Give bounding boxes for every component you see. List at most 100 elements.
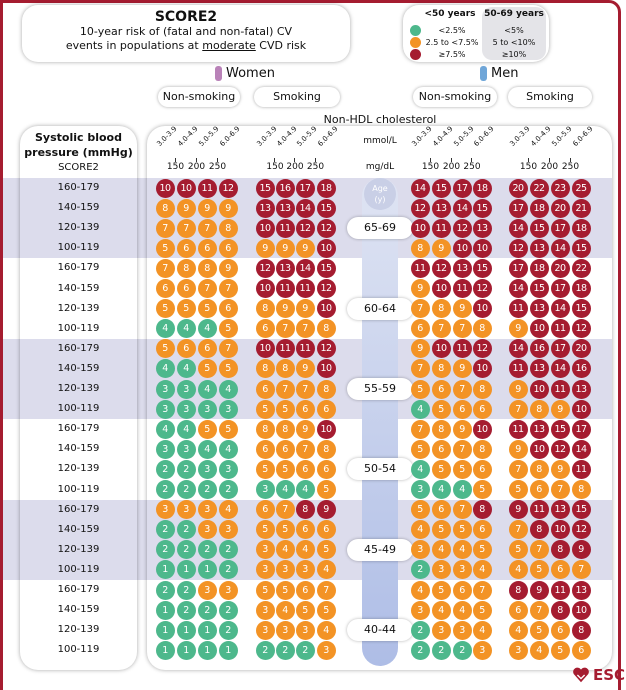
women-smoking-risk-cell: 10 — [316, 419, 336, 439]
men-non-smoking-risk-cell: 2 — [410, 620, 430, 640]
women-non-smoking-mgdl-tick: 200 — [185, 158, 209, 172]
men-non-smoking-risk-cell: 15 — [472, 258, 492, 278]
women-non-smoking-risk-cell: 2 — [176, 540, 196, 560]
women-non-smoking-risk-cell: 8 — [155, 198, 175, 218]
women-smoking-risk-cell: 15 — [316, 198, 336, 218]
men-smoking-risk-cell: 15 — [550, 419, 570, 439]
women-smoking-risk-cell: 13 — [255, 198, 275, 218]
men-non-smoking-risk-cell: 5 — [431, 459, 451, 479]
women-non-smoking-risk-cell: 1 — [155, 620, 175, 640]
women-smoking-risk-cell: 9 — [255, 238, 275, 258]
men-smoking-risk-cell: 6 — [529, 480, 549, 499]
men-non-smoking-risk-cell: 10 — [472, 419, 492, 439]
men-label: Men — [491, 66, 519, 81]
women-non-smoking-risk-cell: 6 — [176, 279, 196, 298]
men-smoking-risk-cell: 9 — [508, 379, 528, 399]
women-smoking-risk-cell: 6 — [316, 520, 336, 540]
legend-header-50-69: 50-69 years — [484, 9, 544, 19]
women-smoking-risk-cell: 6 — [295, 459, 315, 479]
women-smoking-risk-cell: 5 — [275, 580, 295, 600]
sbp-row-label: 120-139 — [57, 302, 100, 314]
men-non-smoking-risk-cell: 9 — [452, 359, 472, 379]
men-non-smoking-risk-cell: 10 — [431, 339, 451, 359]
women-smoking-risk-cell: 8 — [255, 359, 275, 379]
men-smoking-risk-cell: 4 — [508, 560, 528, 580]
women-smoking-risk-cell: 6 — [255, 500, 275, 520]
women-non-smoking-risk-cell: 12 — [218, 178, 238, 198]
men-smoking-risk-cell: 9 — [550, 459, 570, 479]
men-non-smoking-risk-cell: 4 — [452, 480, 472, 499]
chart-title: SCORE2 — [154, 9, 218, 25]
sbp-row-label: 160-179 — [57, 262, 100, 274]
women-smoking-risk-cell: 15 — [255, 178, 275, 198]
men-non-smoking-mgdl-tick: 200 — [440, 158, 464, 172]
women-non-smoking-risk-cell: 3 — [197, 459, 217, 479]
women-non-smoking-risk-cell: 4 — [218, 439, 238, 459]
men-non-smoking-risk-cell: 5 — [431, 580, 451, 600]
women-non-smoking-risk-cell: 7 — [155, 218, 175, 238]
women-non-smoking-risk-cell: 6 — [176, 339, 196, 359]
women-smoking-risk-cell: 9 — [295, 238, 315, 258]
men-smoking-risk-cell: 11 — [550, 319, 570, 339]
men-non-smoking-risk-cell: 7 — [472, 580, 492, 600]
men-non-smoking-risk-cell: 10 — [472, 238, 492, 258]
women-non-smoking-risk-cell: 2 — [176, 580, 196, 600]
women-non-smoking-risk-cell: 2 — [155, 459, 175, 479]
women-smoking-risk-cell: 7 — [295, 439, 315, 459]
men-non-smoking-risk-cell: 6 — [431, 379, 451, 399]
men-smoking-risk-cell: 9 — [508, 319, 528, 339]
women-smoking-risk-cell: 7 — [295, 379, 315, 399]
women-non-smoking-risk-cell: 2 — [218, 560, 238, 580]
men-smoking-risk-cell: 5 — [508, 480, 528, 499]
women-non-smoking-risk-cell: 1 — [176, 560, 196, 580]
women-smoking-risk-cell: 11 — [275, 218, 295, 238]
men-non-smoking-risk-cell: 8 — [431, 299, 451, 319]
men-non-smoking-risk-cell: 13 — [472, 218, 492, 238]
women-non-smoking-risk-cell: 6 — [197, 238, 217, 258]
men-smoking-risk-cell: 8 — [508, 580, 528, 600]
women-smoking-risk-cell: 11 — [295, 339, 315, 359]
women-non-smoking-risk-cell: 5 — [176, 299, 196, 319]
men-non-smoking-risk-cell: 18 — [472, 178, 492, 198]
men-smoking-risk-cell: 14 — [571, 439, 591, 459]
men-non-smoking-risk-cell: 7 — [452, 500, 472, 520]
women-non-smoking-risk-cell: 4 — [218, 500, 238, 520]
women-smoking-risk-cell: 12 — [316, 339, 336, 359]
women-header: Women — [215, 66, 275, 81]
men-non-smoking-risk-cell: 5 — [410, 439, 430, 459]
women-smoking-risk-cell: 5 — [275, 459, 295, 479]
women-smoking-risk-cell: 3 — [295, 620, 315, 640]
men-smoking-risk-cell: 16 — [529, 339, 549, 359]
women-non-smoking-risk-cell: 4 — [176, 319, 196, 339]
women-non-smoking-risk-cell: 3 — [197, 580, 217, 600]
men-non-smoking-risk-cell: 6 — [452, 580, 472, 600]
men-smoking-risk-cell: 17 — [571, 419, 591, 439]
women-smoking-risk-cell: 6 — [316, 459, 336, 479]
women-smoking-risk-cell: 14 — [295, 258, 315, 278]
sbp-row-label: 140-159 — [57, 202, 100, 214]
men-non-smoking-risk-cell: 4 — [452, 600, 472, 620]
men-smoking-risk-cell: 20 — [550, 258, 570, 278]
women-smoking-risk-cell: 5 — [255, 580, 275, 600]
men-non-smoking-risk-cell: 15 — [472, 198, 492, 218]
men-smoking-risk-cell: 7 — [508, 459, 528, 479]
men-smoking-risk-cell: 13 — [529, 359, 549, 379]
legend-50-69-shade — [482, 7, 546, 60]
man-icon — [480, 66, 487, 81]
men-smoking-risk-cell: 6 — [508, 600, 528, 620]
women-smoking-risk-cell: 16 — [275, 178, 295, 198]
women-smoking-mgdl-tick: 200 — [283, 158, 307, 172]
women-smoking-risk-cell: 12 — [316, 218, 336, 238]
women-non-smoking-risk-cell: 3 — [155, 500, 175, 520]
men-non-smoking-mgdl-tick: 150 — [419, 158, 443, 172]
men-non-smoking-risk-cell: 3 — [472, 640, 492, 660]
women-smoking-risk-cell: 9 — [295, 359, 315, 379]
men-non-smoking-risk-cell: 9 — [452, 299, 472, 319]
women-non-smoking-risk-cell: 5 — [218, 359, 238, 379]
women-non-smoking-risk-cell: 1 — [155, 560, 175, 580]
men-non-smoking-risk-cell: 4 — [431, 540, 451, 560]
men-non-smoking-risk-cell: 2 — [410, 560, 430, 580]
age-group-label: 40-44 — [347, 619, 413, 642]
women-non-smoking-risk-cell: 3 — [176, 399, 196, 419]
men-smoking-risk-cell: 7 — [550, 480, 570, 499]
